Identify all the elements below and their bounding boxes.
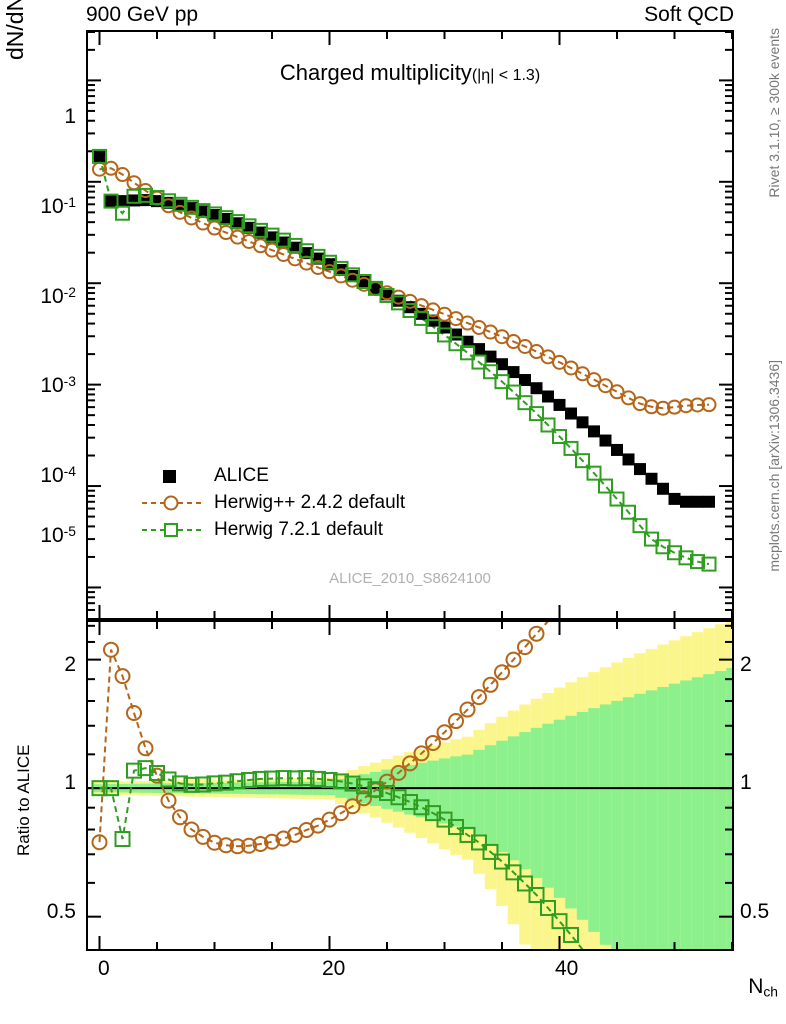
legend-label-herwig7: Herwig 7.2.1 default: [214, 519, 383, 540]
xtick-label-20: 20: [322, 957, 346, 980]
legend-label-alice: ALICE: [214, 465, 269, 486]
main-ytick-label-1e-5: 10-5: [40, 523, 76, 548]
plot-header: 900 GeV pp Soft QCD: [86, 2, 734, 28]
ratio-plot-canvas: [88, 622, 732, 949]
ratio-ytick-label-right-0p5: 0.5: [740, 900, 770, 923]
ratio-ylabel: Ratio to ALICE: [14, 744, 33, 856]
ratio-ytick-label-right-2: 2: [740, 653, 752, 676]
ratio-plot-panel: [86, 620, 734, 951]
main-ytick-label-1e-4: 10-4: [40, 463, 76, 488]
xaxis-label: Nch: [748, 975, 778, 1000]
plot-title: Charged multiplicity(|η| < 1.3): [279, 60, 541, 85]
legend-label-herwigpp: Herwig++ 2.4.2 default: [214, 492, 406, 513]
alice-marker-icon: [140, 462, 204, 489]
main-ytick-label-1: 1: [64, 105, 76, 128]
main-plot-panel: Charged multiplicity(|η| < 1.3) ALICE He…: [86, 30, 734, 620]
main-plot-canvas: [88, 32, 732, 618]
xtick-label-0: 0: [98, 957, 110, 980]
herwig7-marker-icon: [140, 516, 204, 543]
ratio-ytick-label-2: 2: [64, 653, 76, 676]
main-ytick-label-1e-2: 10-2: [40, 284, 76, 309]
ratio-ytick-label-1: 1: [64, 771, 76, 794]
main-ylabel: dN/dNch: [2, 0, 28, 60]
xtick-label-40: 40: [555, 957, 579, 980]
ratio-ytick-label-0p5: 0.5: [46, 900, 76, 923]
rivet-version-label: Rivet 3.1.10, ≥ 300k events: [766, 28, 782, 198]
mcplots-reference-label: mcplots.cern.ch [arXiv:1306.3436]: [766, 360, 782, 572]
main-ytick-label-1e-1: 10-1: [40, 194, 76, 219]
main-ytick-label-1e-3: 10-3: [40, 373, 76, 398]
herwigpp-marker-icon: [140, 489, 204, 516]
process-label: Soft QCD: [644, 3, 734, 26]
beam-energy-label: 900 GeV pp: [86, 3, 199, 26]
ratio-ytick-label-right-1: 1: [740, 771, 752, 794]
analysis-watermark: ALICE_2010_S8624100: [329, 570, 491, 587]
